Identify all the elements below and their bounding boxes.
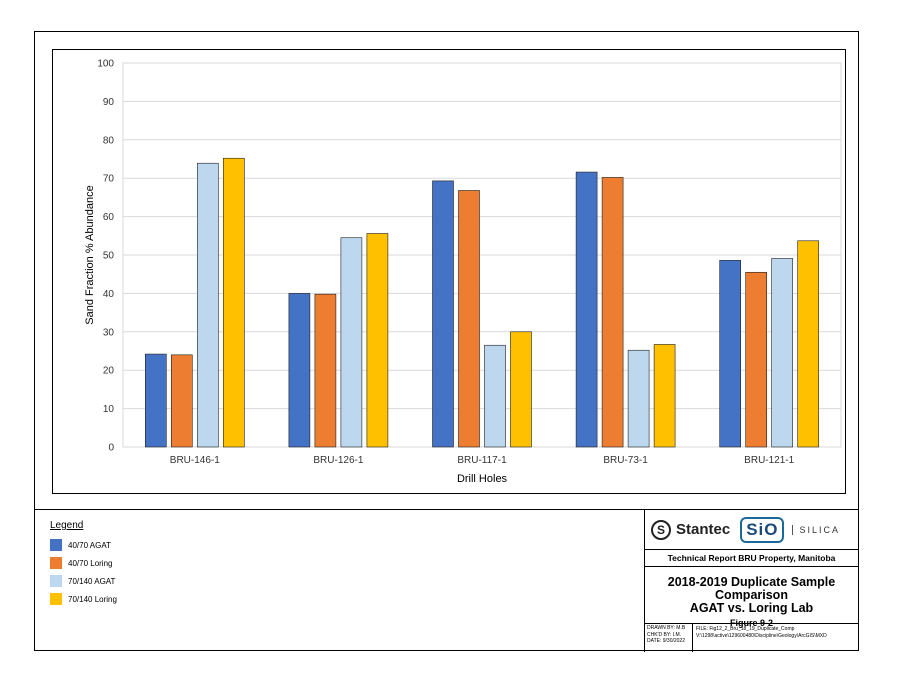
bar <box>484 344 506 448</box>
bar-chart: 0 10 20 30 40 50 60 70 80 90 100 BRU-146-1 BRU-126-1… <box>84 59 842 485</box>
bar <box>797 240 820 448</box>
y-tick-label: 90 <box>103 97 115 108</box>
drawing-date: DATE: 9/30/2022 <box>647 638 685 644</box>
y-tick-label: 0 <box>108 443 114 454</box>
y-tick-label: 20 <box>103 366 115 377</box>
legend-item: 40/70 AGAT <box>50 536 117 554</box>
y-tick-label: 50 <box>103 251 115 262</box>
chart-area: 0 10 20 30 40 50 60 70 80 90 100 BRU-146-1 BRU-126-1… <box>52 49 846 494</box>
bar <box>458 190 480 448</box>
bar <box>340 237 363 448</box>
stantec-logo-icon: S <box>651 519 671 540</box>
bar <box>432 180 454 448</box>
file-name: FILE: Fig12_2_Bru_18_19_Duplicate_Comp <box>696 626 795 632</box>
y-axis-title: Sand Fraction % Abundance <box>84 185 96 324</box>
figure-title-line-3: AGAT vs. Loring Lab <box>689 601 814 615</box>
legend-swatch <box>50 575 62 587</box>
legend-items: 40/70 AGAT 40/70 Loring 70/140 AGAT 70/140 … <box>50 536 117 608</box>
sio-silica-logo: SiO SILICA <box>740 516 840 543</box>
logo-row: S Stantec SiO SILICA <box>645 510 858 550</box>
legend-label: 70/140 Loring <box>68 594 117 604</box>
legend-title: Legend <box>50 520 84 531</box>
legend-swatch <box>50 557 62 569</box>
bar <box>510 331 532 448</box>
y-tick-label: 40 <box>103 289 115 300</box>
y-tick-label: 30 <box>103 327 115 338</box>
bar <box>719 260 742 448</box>
title-block: S Stantec SiO SILICA Technical Report BR… <box>644 510 858 652</box>
bar <box>145 353 167 448</box>
legend-swatch <box>50 593 62 605</box>
legend-item: 70/140 AGAT <box>50 572 117 590</box>
y-tick-label: 60 <box>103 212 115 223</box>
legend-item: 40/70 Loring <box>50 554 117 572</box>
file-path: V:\1298\active\129600480\Discipline\Geol… <box>696 632 827 639</box>
bar <box>601 177 624 448</box>
bar <box>745 271 768 448</box>
figure-title: 2018-2019 Duplicate Sample Comparison AG… <box>645 576 858 615</box>
sio-logo-icon: SiO <box>740 516 785 543</box>
bar <box>366 233 389 448</box>
legend-label: 40/70 Loring <box>68 558 113 568</box>
report-title: Technical Report BRU Property, Manitoba <box>645 550 858 567</box>
silica-wordmark: SILICA <box>792 524 840 535</box>
x-axis-title: Drill Holes <box>457 473 508 485</box>
x-tick-label: BRU-121-1 <box>744 455 794 466</box>
figure-title-line-1: 2018-2019 Duplicate Sample <box>667 575 836 589</box>
bar <box>314 293 337 448</box>
y-tick-label: 100 <box>97 59 114 70</box>
x-tick-label: BRU-73-1 <box>603 455 648 466</box>
x-tick-label: BRU-126-1 <box>313 455 363 466</box>
checked-by: CHK'D BY: I.M. <box>647 631 682 638</box>
y-tick-label: 10 <box>103 404 115 415</box>
figure-title-line-2: Comparison <box>715 588 788 602</box>
bar <box>288 293 311 448</box>
bar <box>575 171 598 448</box>
drawing-credits: DRAWN BY: M.B CHK'D BY: I.M. DATE: 9/30/… <box>645 624 693 652</box>
bar <box>171 354 193 448</box>
y-tick-label: 70 <box>103 174 115 185</box>
bar <box>653 344 676 448</box>
bar <box>197 162 219 448</box>
bar <box>627 349 650 448</box>
x-tick-label: BRU-117-1 <box>457 455 507 466</box>
drawn-by: DRAWN BY: M.B <box>647 625 686 631</box>
legend-label: 70/140 AGAT <box>68 576 116 586</box>
stantec-wordmark: Stantec <box>676 521 731 538</box>
legend-swatch <box>50 539 62 551</box>
figure-frame: 0 10 20 30 40 50 60 70 80 90 100 BRU-146-1 BRU-126-1… <box>34 31 859 652</box>
legend-item: 70/140 Loring <box>50 590 117 608</box>
stantec-logo: S Stantec <box>651 519 731 540</box>
file-info: FILE: Fig12_2_Bru_18_19_Duplicate_Comp V… <box>693 624 830 652</box>
legend-label: 40/70 AGAT <box>68 540 111 550</box>
y-tick-label: 80 <box>103 135 115 146</box>
x-tick-label: BRU-146-1 <box>170 455 220 466</box>
legend: Legend 40/70 AGAT 40/70 Loring 70/140 AGAT… <box>50 520 117 608</box>
bar <box>771 258 794 448</box>
bar <box>223 157 245 448</box>
drawing-metadata: DRAWN BY: M.B CHK'D BY: I.M. DATE: 9/30/… <box>645 623 858 652</box>
bottom-strip: Legend 40/70 AGAT 40/70 Loring 70/140 AGAT… <box>35 509 858 652</box>
